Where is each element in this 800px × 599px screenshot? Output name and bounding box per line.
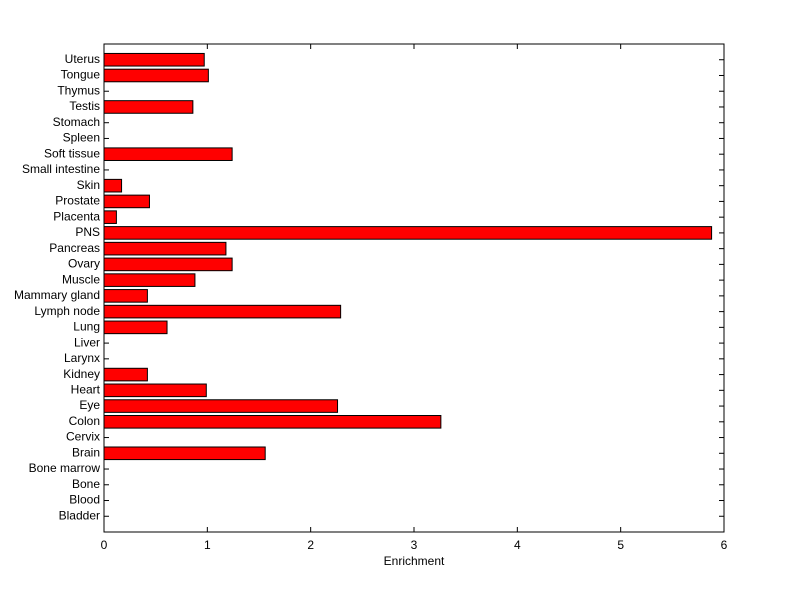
y-tick-label: Testis <box>69 99 100 113</box>
y-tick-label: Heart <box>71 382 101 396</box>
y-tick-label: Placenta <box>53 209 100 223</box>
y-tick-label: Bladder <box>59 508 100 522</box>
bar <box>103 100 194 114</box>
y-tick-label: Tongue <box>61 68 101 82</box>
y-tick-label: Ovary <box>68 257 100 271</box>
y-tick-label: Blood <box>69 493 100 507</box>
bar <box>103 210 117 224</box>
y-tick-label: Liver <box>74 335 100 349</box>
y-tick-label: Soft tissue <box>44 146 100 160</box>
y-tick-label: Prostate <box>55 194 100 208</box>
y-tick-label: Cervix <box>66 430 100 444</box>
y-tick-label: Stomach <box>53 115 100 129</box>
x-tick-label: 0 <box>101 538 108 552</box>
y-tick-label: Lymph node <box>34 304 100 318</box>
y-tick-label: Mammary gland <box>14 288 100 302</box>
y-tick-label: Small intestine <box>22 162 100 176</box>
x-tick-label: 4 <box>514 538 521 552</box>
bar <box>103 241 227 256</box>
bar <box>103 147 233 161</box>
x-tick-label: 2 <box>307 538 314 552</box>
y-tick-label: Lung <box>73 320 100 334</box>
y-tick-label: Skin <box>77 178 100 192</box>
bar <box>103 257 233 272</box>
bar <box>103 68 209 83</box>
y-tick-label: Spleen <box>63 131 100 145</box>
y-tick-label: Muscle <box>62 272 100 286</box>
bar <box>103 289 148 303</box>
bar <box>103 52 205 67</box>
bar <box>103 178 123 193</box>
bar <box>103 194 150 209</box>
y-tick-label: Colon <box>69 414 100 428</box>
x-tick-label: 1 <box>204 538 211 552</box>
bar <box>103 226 713 240</box>
x-tick-label: 5 <box>617 538 624 552</box>
bar <box>103 415 442 429</box>
y-tick-label: Uterus <box>65 52 100 66</box>
bar <box>103 446 266 461</box>
y-tick-label: Pancreas <box>49 241 100 255</box>
x-axis-label: Enrichment <box>384 554 445 568</box>
bar <box>103 367 148 382</box>
x-tick-label: 6 <box>721 538 728 552</box>
bar <box>103 320 168 335</box>
y-tick-label: Kidney <box>63 367 100 381</box>
y-tick-label: Larynx <box>64 351 100 365</box>
y-tick-label: Brain <box>72 445 100 459</box>
bar <box>103 273 196 287</box>
y-tick-label: PNS <box>75 225 100 239</box>
y-tick-label: Bone marrow <box>29 461 101 475</box>
bar <box>103 383 207 398</box>
x-tick-label: 3 <box>411 538 418 552</box>
y-tick-label: Eye <box>79 398 100 412</box>
y-tick-label: Thymus <box>57 83 100 97</box>
bar <box>103 399 339 413</box>
y-tick-label: Bone <box>72 477 100 491</box>
bar <box>103 304 342 319</box>
